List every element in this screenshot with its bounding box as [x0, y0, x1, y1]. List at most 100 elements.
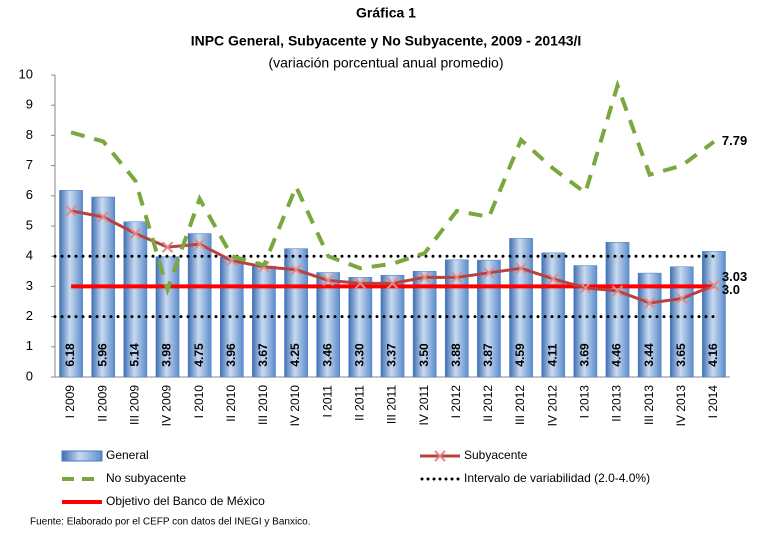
chart-note: (variación porcentual anual promedio)	[268, 55, 503, 71]
chart-subtitle: INPC General, Subyacente y No Subyacente…	[191, 33, 582, 49]
bar-label: 4.16	[706, 343, 720, 367]
y-tick-label: 7	[26, 157, 33, 172]
bar	[187, 233, 212, 378]
legend-swatch	[61, 450, 103, 462]
y-tick-label: 6	[26, 187, 33, 202]
x-tick-label: IV 2011	[417, 385, 431, 426]
bar-label: 3.44	[642, 343, 656, 367]
bar	[123, 221, 148, 378]
legend-label: No subyacente	[106, 471, 186, 485]
bar	[477, 259, 501, 378]
marker	[97, 211, 109, 223]
y-tick-label: 3	[26, 278, 33, 293]
bar	[59, 190, 83, 378]
bar-label: 3.87	[481, 343, 495, 367]
bar	[669, 266, 694, 378]
x-tick-label: I 2010	[192, 385, 206, 419]
marker	[65, 205, 77, 217]
bar	[316, 272, 341, 378]
x-tick-label: I 2012	[449, 385, 463, 419]
y-tick-label: 10	[19, 66, 33, 81]
y-tick-label: 1	[26, 338, 33, 353]
x-tick-label: II 2009	[95, 385, 109, 422]
x-tick-label: IV 2013	[674, 385, 688, 427]
bar-label: 3.65	[674, 343, 688, 367]
x-tick-label: II 2012	[481, 385, 495, 422]
bar	[637, 272, 662, 378]
bar-label: 3.88	[449, 343, 463, 367]
bar	[541, 252, 566, 378]
bar	[380, 274, 405, 378]
marker	[418, 271, 431, 284]
bar-label: 4.46	[610, 343, 624, 367]
x-tick-label: I 2011	[320, 385, 334, 418]
x-tick-label: IV 2009	[160, 385, 174, 427]
bar-label: 5.96	[95, 343, 109, 367]
x-tick-label: I 2014	[706, 385, 720, 419]
legend-label: Objetivo del Banco de México	[106, 494, 265, 508]
bar	[702, 251, 726, 378]
bar-label: 3.50	[417, 343, 431, 367]
marker	[386, 277, 399, 290]
bar-label: 6.18	[63, 343, 77, 367]
bar-label: 3.96	[224, 343, 238, 367]
marker	[708, 279, 720, 292]
marker	[515, 262, 527, 274]
bar-label: 3.67	[256, 343, 270, 367]
bar-label: 3.37	[385, 343, 399, 367]
bar-label: 3.30	[353, 343, 367, 367]
end-label: 3.03	[722, 269, 747, 284]
y-tick-label: 8	[26, 127, 33, 142]
marker	[676, 292, 688, 305]
series-line	[70, 79, 716, 296]
y-tick-label: 4	[26, 248, 33, 263]
bar	[605, 242, 630, 378]
x-tick-label: I 2009	[63, 385, 77, 419]
marker	[547, 273, 559, 285]
x-tick-label: IV 2012	[545, 385, 559, 427]
y-tick-label: 0	[26, 368, 33, 383]
bar-label: 3.46	[320, 343, 334, 367]
bar-label: 3.69	[578, 343, 592, 367]
marker	[290, 264, 302, 276]
bar-label: 4.59	[513, 343, 527, 367]
marker	[322, 274, 334, 287]
end-label: 7.79	[722, 133, 747, 148]
y-tick-label: 2	[26, 308, 33, 323]
y-tick-label: 5	[26, 217, 33, 232]
y-tick-label: 9	[26, 97, 33, 112]
marker	[193, 238, 206, 250]
bar-label: 3.98	[160, 343, 174, 367]
legend-swatch	[434, 450, 446, 462]
bar	[284, 248, 308, 378]
bar	[573, 265, 598, 378]
marker	[354, 277, 367, 290]
bar	[412, 271, 437, 378]
legend-label: General	[106, 448, 149, 462]
x-tick-label: II 2013	[610, 385, 624, 422]
x-tick-label: III 2013	[642, 385, 656, 425]
marker	[611, 285, 624, 297]
target-label: 3.0	[722, 282, 740, 297]
x-tick-label: I 2013	[578, 385, 592, 419]
marker	[129, 227, 142, 240]
bar	[348, 277, 373, 378]
bar-label: 4.11	[545, 343, 559, 366]
source: Fuente: Elaborado por el CEFP con datos …	[30, 517, 311, 528]
x-tick-label: III 2012	[513, 385, 527, 425]
x-tick-label: II 2010	[224, 385, 238, 422]
bar-label: 4.75	[192, 343, 206, 367]
x-tick-label: III 2010	[256, 385, 270, 425]
x-tick-label: III 2011	[385, 385, 399, 424]
bar-label: 5.14	[128, 343, 142, 367]
legend-label: Intervalo de variabilidad (2.0-4.0%)	[464, 471, 650, 485]
marker	[161, 241, 174, 253]
marker	[579, 282, 592, 294]
marker	[483, 267, 495, 279]
x-tick-label: IV 2010	[288, 385, 302, 427]
bar-label: 4.25	[288, 343, 302, 367]
x-tick-label: III 2009	[128, 385, 142, 425]
x-tick-label: II 2011	[353, 385, 367, 421]
marker	[643, 297, 656, 309]
